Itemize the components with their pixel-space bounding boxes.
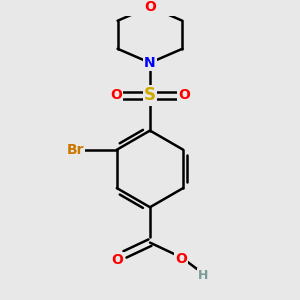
Text: O: O xyxy=(178,88,190,102)
Text: N: N xyxy=(144,56,156,70)
Text: O: O xyxy=(112,253,124,267)
Text: Br: Br xyxy=(67,143,84,157)
Text: O: O xyxy=(144,0,156,14)
Text: S: S xyxy=(144,86,156,104)
Text: H: H xyxy=(198,268,208,281)
Text: O: O xyxy=(175,252,187,266)
Text: O: O xyxy=(110,88,122,102)
